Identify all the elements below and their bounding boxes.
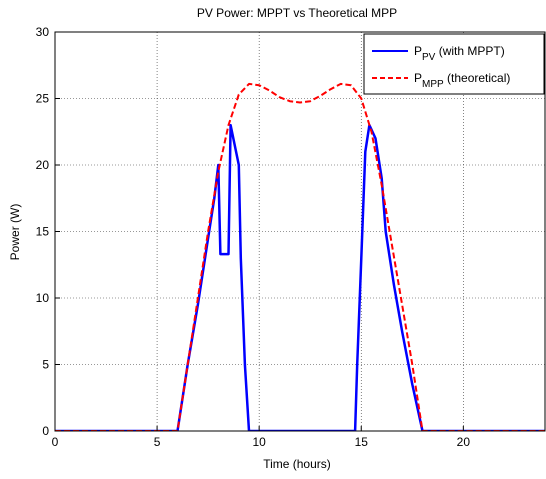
y-axis-label: Power (W) [8,204,22,261]
x-tick-label: 0 [52,435,59,449]
y-tick-label: 25 [36,92,50,106]
legend: PPV (with MPPT) PMPP (theoretical) [363,33,545,95]
y-tick-label: 15 [36,225,50,239]
y-tick-label: 5 [42,358,49,372]
axis-ticks: 0 5 10 15 20 0 5 10 15 20 25 30 [36,25,471,449]
x-tick-label: 20 [457,435,471,449]
y-tick-label: 30 [36,25,50,39]
y-tick-label: 10 [36,291,50,305]
x-axis-label: Time (hours) [263,457,331,471]
x-tick-label: 5 [154,435,161,449]
legend-label-2: PMPP (theoretical) [414,71,510,90]
x-tick-label: 10 [252,435,266,449]
chart-title: PV Power: MPPT vs Theoretical MPP [197,6,397,20]
series-line-1 [55,123,545,431]
legend-label-1: PPV (with MPPT) [414,44,505,63]
y-tick-label: 0 [42,424,49,438]
series-line-2 [55,82,545,431]
plot-series [55,82,545,431]
x-tick-label: 15 [355,435,369,449]
y-tick-label: 20 [36,158,50,172]
legend-box [363,33,545,95]
